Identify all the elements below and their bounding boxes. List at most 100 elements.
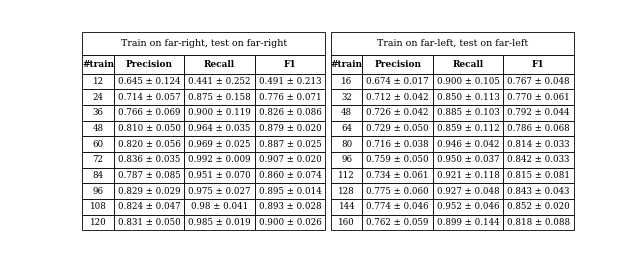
Text: 0.860 ± 0.074: 0.860 ± 0.074 (259, 171, 321, 180)
Text: 0.441 ± 0.252: 0.441 ± 0.252 (188, 77, 251, 86)
Text: 0.985 ± 0.019: 0.985 ± 0.019 (188, 218, 251, 227)
Bar (184, 55, 255, 74)
Text: 0.852 ± 0.020: 0.852 ± 0.020 (507, 203, 570, 211)
Text: 0.887 ± 0.025: 0.887 ± 0.025 (259, 140, 321, 149)
Text: 0.907 ± 0.020: 0.907 ± 0.020 (259, 155, 321, 164)
Bar (503, 105, 573, 121)
Bar (362, 89, 433, 105)
Text: 0.766 ± 0.069: 0.766 ± 0.069 (118, 108, 180, 118)
Text: 0.726 ± 0.042: 0.726 ± 0.042 (367, 108, 429, 118)
Bar (433, 55, 503, 74)
Text: 0.893 ± 0.028: 0.893 ± 0.028 (259, 203, 321, 211)
Text: 0.775 ± 0.060: 0.775 ± 0.060 (366, 187, 429, 196)
Bar (362, 55, 433, 74)
Text: Precision: Precision (125, 60, 173, 69)
Text: 108: 108 (90, 203, 107, 211)
Bar (362, 168, 433, 183)
Bar (331, 183, 362, 199)
Bar (503, 89, 573, 105)
Text: 0.900 ± 0.119: 0.900 ± 0.119 (188, 108, 251, 118)
Text: 0.921 ± 0.118: 0.921 ± 0.118 (436, 171, 499, 180)
Text: 0.950 ± 0.037: 0.950 ± 0.037 (436, 155, 499, 164)
Bar (114, 199, 184, 215)
Bar (114, 168, 184, 183)
Text: Recall: Recall (204, 60, 235, 69)
Text: 0.831 ± 0.050: 0.831 ± 0.050 (118, 218, 180, 227)
Bar (114, 121, 184, 136)
Bar (255, 74, 325, 89)
Text: 120: 120 (90, 218, 107, 227)
Bar (114, 89, 184, 105)
Bar (255, 168, 325, 183)
Text: 12: 12 (93, 77, 104, 86)
Text: 0.491 ± 0.213: 0.491 ± 0.213 (259, 77, 321, 86)
Text: 0.787 ± 0.085: 0.787 ± 0.085 (118, 171, 180, 180)
Text: 128: 128 (339, 187, 355, 196)
Bar (331, 199, 362, 215)
Bar (184, 152, 255, 168)
Bar (255, 152, 325, 168)
Bar (503, 199, 573, 215)
Text: 0.992 ± 0.009: 0.992 ± 0.009 (188, 155, 251, 164)
Text: F1: F1 (284, 60, 296, 69)
Bar (184, 121, 255, 136)
Bar (184, 183, 255, 199)
Bar (255, 136, 325, 152)
Bar (362, 121, 433, 136)
Text: 0.786 ± 0.068: 0.786 ± 0.068 (507, 124, 570, 133)
Text: 0.829 ± 0.029: 0.829 ± 0.029 (118, 187, 180, 196)
Text: 16: 16 (341, 77, 352, 86)
Bar (433, 183, 503, 199)
Text: 0.843 ± 0.043: 0.843 ± 0.043 (507, 187, 570, 196)
Bar (331, 152, 362, 168)
Text: 0.762 ± 0.059: 0.762 ± 0.059 (367, 218, 429, 227)
Text: 60: 60 (93, 140, 104, 149)
Text: 0.951 ± 0.070: 0.951 ± 0.070 (188, 171, 251, 180)
Text: 0.774 ± 0.046: 0.774 ± 0.046 (367, 203, 429, 211)
Text: 0.814 ± 0.033: 0.814 ± 0.033 (507, 140, 570, 149)
Text: 0.645 ± 0.124: 0.645 ± 0.124 (118, 77, 180, 86)
Bar (331, 55, 362, 74)
Text: 96: 96 (341, 155, 352, 164)
Bar (331, 32, 573, 55)
Text: 0.826 ± 0.086: 0.826 ± 0.086 (259, 108, 321, 118)
Bar (433, 105, 503, 121)
Bar (331, 121, 362, 136)
Bar (114, 183, 184, 199)
Text: 0.674 ± 0.017: 0.674 ± 0.017 (366, 77, 429, 86)
Text: 0.810 ± 0.050: 0.810 ± 0.050 (118, 124, 180, 133)
Text: Precision: Precision (374, 60, 421, 69)
Text: 0.792 ± 0.044: 0.792 ± 0.044 (507, 108, 570, 118)
Text: 0.770 ± 0.061: 0.770 ± 0.061 (507, 93, 570, 102)
Bar (503, 74, 573, 89)
Bar (331, 89, 362, 105)
Bar (83, 74, 114, 89)
Bar (362, 215, 433, 230)
Bar (433, 121, 503, 136)
Bar (331, 105, 362, 121)
Bar (433, 136, 503, 152)
Text: 0.714 ± 0.057: 0.714 ± 0.057 (118, 93, 180, 102)
Bar (114, 152, 184, 168)
Text: 48: 48 (341, 108, 352, 118)
Text: 0.900 ± 0.105: 0.900 ± 0.105 (436, 77, 499, 86)
Bar (83, 152, 114, 168)
Bar (331, 74, 362, 89)
Bar (433, 89, 503, 105)
Text: 0.98 ± 0.041: 0.98 ± 0.041 (191, 203, 248, 211)
Bar (503, 136, 573, 152)
Text: 0.964 ± 0.035: 0.964 ± 0.035 (188, 124, 251, 133)
Text: 0.716 ± 0.038: 0.716 ± 0.038 (366, 140, 429, 149)
Text: 0.952 ± 0.046: 0.952 ± 0.046 (436, 203, 499, 211)
Bar (184, 105, 255, 121)
Text: 0.712 ± 0.042: 0.712 ± 0.042 (366, 93, 429, 102)
Text: 0.815 ± 0.081: 0.815 ± 0.081 (507, 171, 570, 180)
Text: 0.759 ± 0.050: 0.759 ± 0.050 (366, 155, 429, 164)
Text: 0.850 ± 0.113: 0.850 ± 0.113 (436, 93, 499, 102)
Text: 0.842 ± 0.033: 0.842 ± 0.033 (507, 155, 570, 164)
Bar (184, 215, 255, 230)
Bar (83, 168, 114, 183)
Text: 0.879 ± 0.020: 0.879 ± 0.020 (259, 124, 321, 133)
Bar (83, 105, 114, 121)
Bar (362, 74, 433, 89)
